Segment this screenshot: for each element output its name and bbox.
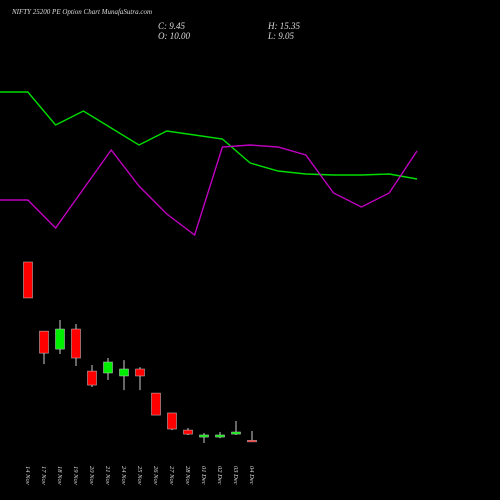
- candle-body: [55, 328, 65, 350]
- x-tick-label: 14 Nov: [24, 466, 31, 485]
- chart-title: NIFTY 25200 PE Option Chart MunafaSutra.…: [11, 8, 152, 16]
- candle-body: [215, 434, 225, 438]
- x-tick-label: 04 Dec: [248, 466, 255, 485]
- x-tick-label: 17 Nov: [40, 466, 47, 485]
- x-tick-label: 20 Nov: [88, 466, 95, 485]
- candle-body: [39, 330, 49, 354]
- candle-body: [23, 261, 33, 299]
- x-tick-label: 21 Nov: [104, 466, 111, 485]
- candle-body: [231, 431, 241, 435]
- x-tick-label: 26 Nov: [152, 466, 159, 485]
- candle-body: [183, 429, 193, 435]
- candle-body: [167, 412, 177, 430]
- candle-body: [71, 328, 81, 359]
- candle-body: [119, 368, 129, 377]
- indicator-line: [0, 144, 418, 237]
- info-low: L: 9.05: [267, 31, 295, 41]
- x-tick-label: 01 Dec: [200, 466, 207, 485]
- info-open: O: 10.00: [158, 31, 190, 41]
- x-tick-label: 28 Nov: [184, 466, 191, 485]
- candle-body: [135, 368, 145, 377]
- candle-body: [87, 370, 97, 386]
- indicator-line: [0, 91, 418, 180]
- x-tick-label: 25 Nov: [136, 466, 143, 485]
- x-tick-label: 24 Nov: [120, 466, 127, 485]
- x-tick-label: 03 Dec: [232, 466, 239, 485]
- candle-body: [199, 434, 209, 438]
- candle-body: [247, 440, 257, 443]
- x-tick-label: 27 Nov: [168, 466, 175, 485]
- x-tick-label: 19 Nov: [72, 466, 79, 485]
- info-high: H: 15.35: [267, 21, 300, 31]
- x-tick-label: 02 Dec: [216, 466, 223, 485]
- info-close: C: 9.45: [158, 21, 186, 31]
- x-tick-label: 18 Nov: [56, 466, 63, 485]
- candle-body: [151, 392, 161, 416]
- candle-body: [103, 361, 113, 374]
